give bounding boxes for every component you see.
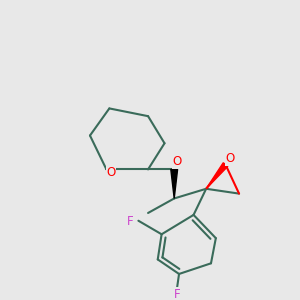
- Polygon shape: [171, 169, 178, 199]
- Text: F: F: [174, 288, 180, 300]
- Text: O: O: [107, 166, 116, 179]
- Polygon shape: [206, 163, 228, 189]
- Text: O: O: [226, 152, 235, 165]
- Text: O: O: [172, 155, 182, 168]
- Text: F: F: [127, 215, 134, 228]
